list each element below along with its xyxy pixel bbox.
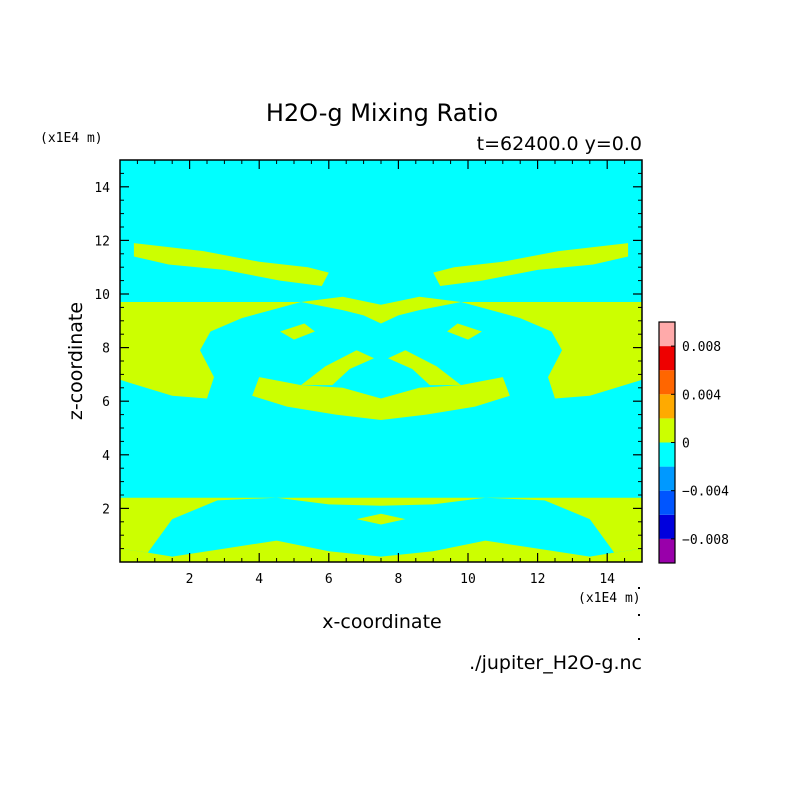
contour-region-bottom-band [120, 497, 642, 553]
y-axis-label: z-coordinate [65, 302, 87, 420]
colorbar-label: 0.004 [682, 388, 721, 403]
contour-region-bottom-island [356, 513, 406, 525]
y-tick-label: 6 [102, 395, 110, 410]
colorbar-swatch [659, 322, 675, 347]
contour-region-small-island-right [447, 323, 482, 340]
colorbar-swatch [659, 346, 675, 371]
x-tick-label: 14 [599, 572, 615, 587]
x-tick-label: 6 [325, 572, 333, 587]
colorbar-swatch [659, 370, 675, 395]
colorbar-label: 0 [682, 437, 690, 452]
contour-region-upper-band-right [433, 243, 629, 286]
y-tick-label: 2 [102, 502, 110, 517]
colorbar-swatch [659, 466, 675, 491]
x-axis-label: x-coordinate [322, 611, 441, 633]
x-tick-label: 10 [460, 572, 476, 587]
y-tick-label: 12 [94, 234, 110, 249]
x-units-label: (x1E4 m) [578, 591, 641, 606]
contour-regions [120, 243, 642, 562]
contour-region-upper-band-left [133, 243, 329, 286]
corner-marks [638, 587, 640, 640]
x-tick-label: 4 [255, 572, 263, 587]
colorbar-swatch [659, 514, 675, 539]
x-tick-label: 2 [186, 572, 194, 587]
contour-region-left-lobe [120, 302, 301, 399]
axis-ticks: 2 4 6 8 10 12 14 2 4 6 8 10 12 14 [94, 160, 642, 587]
colorbar-label: 0.008 [682, 340, 721, 355]
contour-background-level [120, 160, 642, 562]
contour-region-central-cap [301, 296, 461, 324]
colorbar-swatch [659, 394, 675, 419]
contour-region-inner-right-wing [388, 350, 461, 386]
x-tick-label: 8 [394, 572, 402, 587]
y-tick-label: 8 [102, 342, 110, 357]
colorbar-swatch [659, 418, 675, 443]
chart-subtitle: t=62400.0 y=0.0 [477, 133, 642, 155]
y-tick-label: 10 [94, 288, 110, 303]
colorbar: 0.008 0.004 0 −0.004 −0.008 [658, 321, 729, 564]
colorbar-label: −0.008 [682, 533, 729, 548]
contour-region-small-island-left [280, 323, 315, 340]
colorbar-label: −0.004 [682, 485, 729, 500]
y-tick-label: 4 [102, 449, 110, 464]
source-file-label: ./jupiter_H2O-g.nc [469, 652, 642, 674]
plot-area: 2 4 6 8 10 12 14 2 4 6 8 10 12 14 [94, 159, 643, 587]
x-tick-label: 12 [530, 572, 546, 587]
colorbar-swatch [659, 538, 675, 563]
contour-region-right-lobe [461, 302, 642, 399]
y-units-label: (x1E4 m) [40, 131, 103, 146]
colorbar-swatch [659, 442, 675, 467]
contour-region-bottom-fill [120, 540, 642, 562]
y-tick-label: 14 [94, 181, 110, 196]
contour-region-inner-left-wing [301, 350, 374, 386]
chart-title: H2O-g Mixing Ratio [266, 99, 498, 127]
contour-region-central-arch [252, 377, 510, 420]
colorbar-swatch [659, 490, 675, 515]
